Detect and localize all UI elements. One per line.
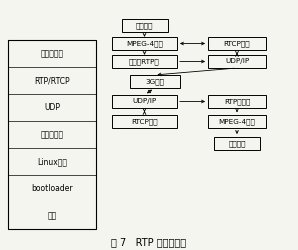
Text: UDP/IP: UDP/IP — [225, 58, 249, 64]
Text: bootloader: bootloader — [31, 184, 73, 193]
Text: Linux内核: Linux内核 — [37, 157, 67, 166]
Text: RTCP控制: RTCP控制 — [131, 118, 158, 125]
Text: 应用程序层: 应用程序层 — [41, 49, 63, 58]
Bar — [112, 115, 177, 128]
Bar — [208, 95, 266, 108]
Text: 硬件: 硬件 — [47, 211, 57, 220]
Bar — [214, 137, 260, 150]
Bar — [112, 37, 177, 50]
Text: MPEG-4解码: MPEG-4解码 — [218, 118, 255, 125]
Bar — [112, 95, 177, 108]
Text: RTP/RTCP: RTP/RTCP — [34, 76, 70, 85]
Text: RTCP控制: RTCP控制 — [224, 40, 250, 47]
Bar — [208, 115, 266, 128]
Text: 视频数据: 视频数据 — [136, 22, 153, 29]
Text: 图 7   RTP 处理流程图: 图 7 RTP 处理流程图 — [111, 237, 187, 247]
Bar — [208, 37, 266, 50]
Text: 网络驱动层: 网络驱动层 — [41, 130, 63, 139]
Bar — [122, 19, 167, 32]
Text: UDP/IP: UDP/IP — [132, 98, 157, 104]
Bar — [8, 40, 96, 229]
Text: MPEG-4编码: MPEG-4编码 — [126, 40, 163, 47]
Text: 3G网络: 3G网络 — [145, 78, 164, 85]
Text: 封装为RTP包: 封装为RTP包 — [129, 58, 160, 65]
Bar — [112, 55, 177, 68]
Text: 接收终端: 接收终端 — [228, 140, 246, 147]
Text: RTP解封包: RTP解封包 — [224, 98, 250, 105]
Text: UDP: UDP — [44, 103, 60, 112]
Bar — [208, 55, 266, 68]
Bar — [130, 75, 179, 88]
